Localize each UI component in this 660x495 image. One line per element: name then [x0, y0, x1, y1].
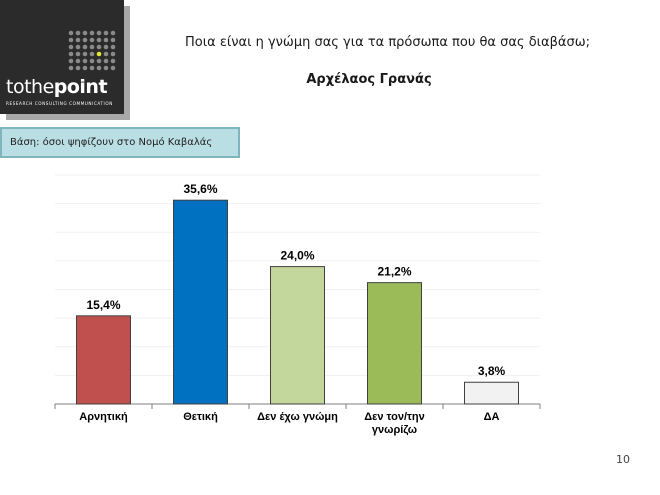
- logo-dot: [75, 58, 81, 64]
- logo-dot: [75, 44, 81, 50]
- category-label: Αρνητική: [79, 411, 128, 423]
- logo-dot: [96, 58, 102, 64]
- person-name: Αρχέλαος Γρανάς: [306, 72, 432, 87]
- logo-dot: [103, 44, 109, 50]
- logo-dot: [82, 44, 88, 50]
- logo-dot: [68, 51, 74, 57]
- logo-dot: [103, 51, 109, 57]
- logo-dot: [103, 30, 109, 36]
- data-label: 3,8%: [478, 364, 506, 378]
- logo-dot: [82, 51, 88, 57]
- logo-dot: [75, 51, 81, 57]
- logo-dot: [75, 30, 81, 36]
- logo-dot: [110, 30, 116, 36]
- logo-dot: [82, 58, 88, 64]
- category-label: ΔΑ: [484, 411, 500, 423]
- logo-dot: [103, 65, 109, 71]
- logo-dot: [68, 37, 74, 43]
- base-note-box: Βάση: όσοι ψηφίζουν στο Νομό Καβαλάς: [0, 127, 240, 158]
- logo-dot: [96, 37, 102, 43]
- data-label: 24,0%: [280, 249, 314, 263]
- logo-dot: [89, 44, 95, 50]
- category-label: Δεν τον/την γνωρίζω: [364, 411, 425, 436]
- logo-dot: [110, 44, 116, 50]
- logo-dot: [103, 58, 109, 64]
- bar: [464, 381, 519, 405]
- logo-dot: [75, 37, 81, 43]
- logo-dot: [68, 44, 74, 50]
- logo-dot: [89, 30, 95, 36]
- logo-dot: [110, 58, 116, 64]
- logo-dot: [68, 65, 74, 71]
- base-note-text: Βάση: όσοι ψηφίζουν στο Νομό Καβαλάς: [10, 137, 213, 148]
- logo-dot: [96, 44, 102, 50]
- bar: [367, 282, 422, 405]
- bar: [173, 199, 228, 405]
- logo-dot: [110, 37, 116, 43]
- logo-dot: [82, 37, 88, 43]
- logo-dot: [110, 65, 116, 71]
- logo-dot: [89, 65, 95, 71]
- logo-dot: [103, 37, 109, 43]
- data-label: 35,6%: [183, 182, 217, 196]
- logo-dot: [96, 65, 102, 71]
- logo-dot: [82, 30, 88, 36]
- logo-brand-suffix: point: [53, 76, 108, 98]
- data-label: 21,2%: [377, 265, 411, 279]
- logo-dot: [110, 51, 116, 57]
- category-label: Θετική: [183, 411, 218, 423]
- logo-dot: [68, 58, 74, 64]
- logo-dot: [68, 30, 74, 36]
- logo-dot: [89, 37, 95, 43]
- logo-dot-grid: [68, 30, 116, 71]
- logo-brand-prefix: tothe: [6, 76, 54, 98]
- logo-dot: [75, 65, 81, 71]
- survey-question: Ποια είναι η γνώμη σας για τα πρόσωπα πο…: [184, 35, 590, 50]
- logo-brand: tothepoint: [6, 76, 108, 98]
- company-logo: tothepoint RESEARCH CONSULTING COMMUNICA…: [0, 0, 124, 114]
- logo-tagline: RESEARCH CONSULTING COMMUNICATION: [6, 101, 113, 106]
- logo-dot: [82, 65, 88, 71]
- logo-dot: [89, 58, 95, 64]
- bar: [270, 266, 325, 405]
- logo-dot: [89, 51, 95, 57]
- page-number: 10: [616, 453, 630, 466]
- data-label: 15,4%: [86, 298, 120, 312]
- bar: [76, 315, 131, 405]
- logo-accent-dot: [96, 51, 102, 57]
- category-label: Δεν έχω γνώμη: [257, 411, 338, 423]
- logo-dot: [96, 30, 102, 36]
